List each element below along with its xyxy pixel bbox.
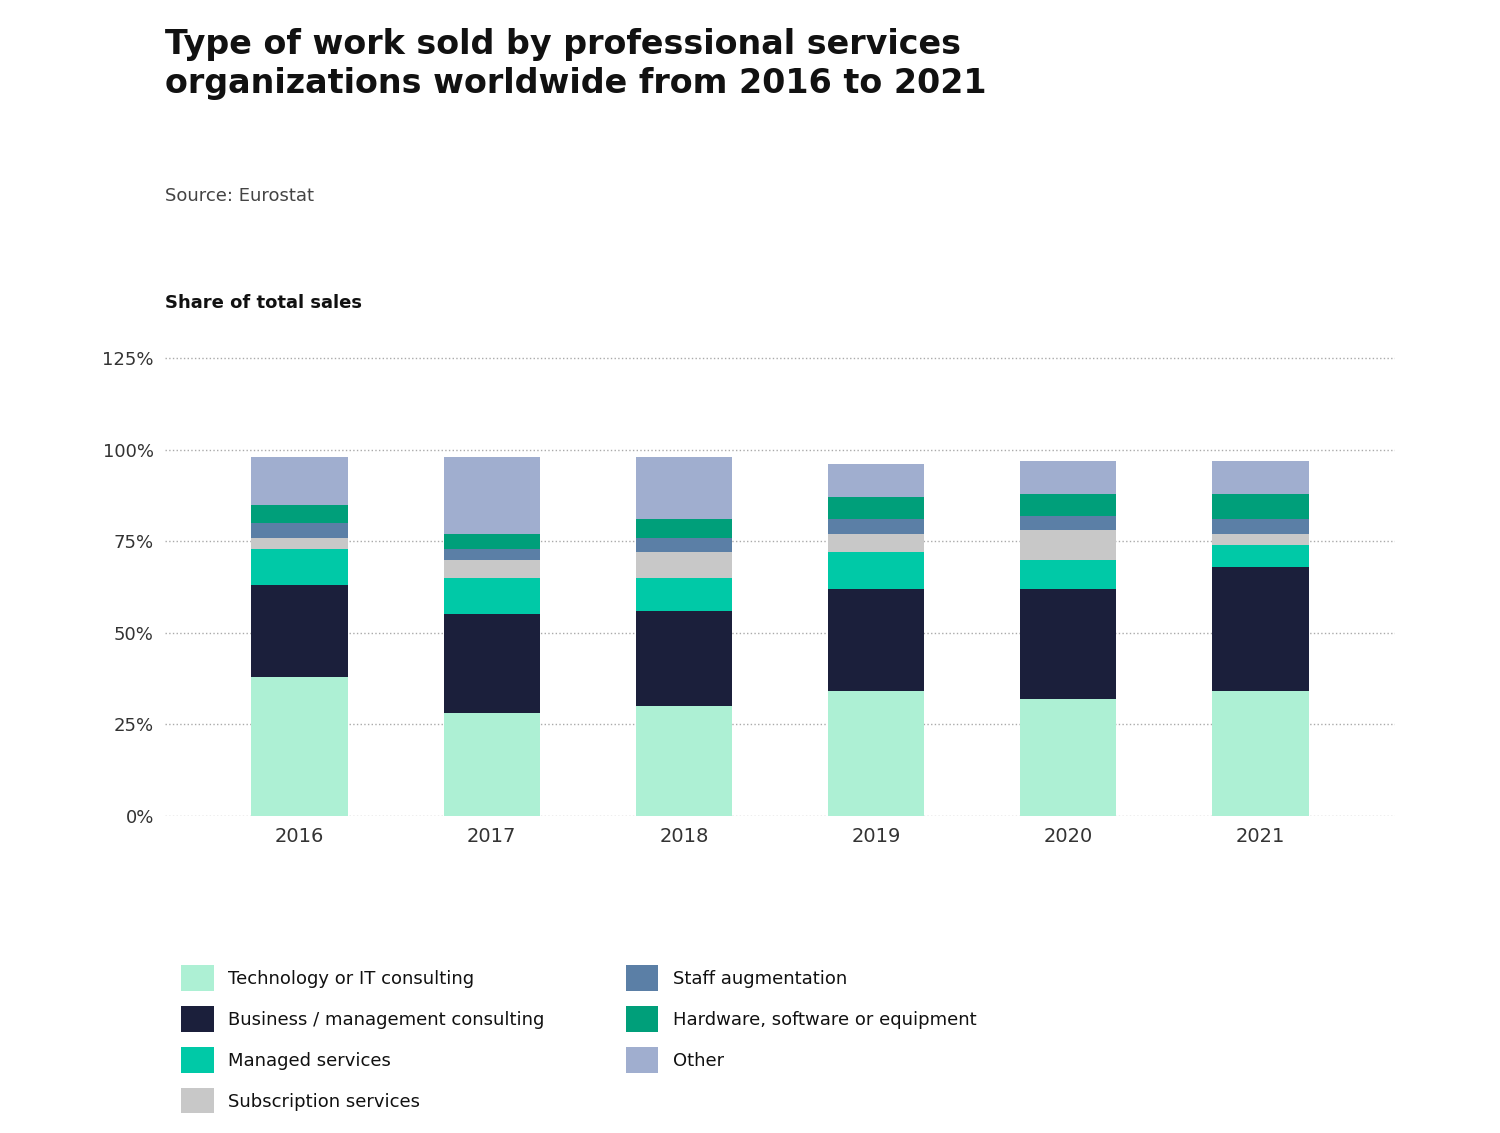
Bar [444, 534, 540, 548]
Bar [828, 534, 924, 552]
Legend: Technology or IT consulting, Business / management consulting, Managed services,: Technology or IT consulting, Business / … [174, 959, 984, 1121]
Bar [1020, 589, 1116, 699]
Bar [252, 585, 348, 676]
Bar [444, 457, 540, 534]
Bar [636, 706, 732, 816]
Bar [1020, 494, 1116, 516]
Bar [1212, 494, 1308, 519]
Bar [444, 614, 540, 714]
Bar [828, 497, 924, 519]
Text: Share of total sales: Share of total sales [165, 293, 362, 312]
Bar [252, 457, 348, 504]
Bar [1020, 461, 1116, 494]
Bar [252, 504, 348, 523]
Bar [828, 552, 924, 589]
Bar [252, 548, 348, 585]
Bar [636, 552, 732, 578]
Bar [1212, 691, 1308, 816]
Bar [1020, 699, 1116, 816]
Bar [1212, 545, 1308, 566]
Bar [444, 578, 540, 614]
Bar [828, 465, 924, 497]
Bar [444, 560, 540, 578]
Bar [252, 537, 348, 548]
Bar [636, 611, 732, 706]
Bar [828, 519, 924, 534]
Bar [252, 523, 348, 537]
Bar [636, 519, 732, 537]
Bar [1212, 566, 1308, 691]
Bar [636, 457, 732, 519]
Bar [252, 676, 348, 816]
Text: Source: Eurostat: Source: Eurostat [165, 187, 314, 205]
Bar [636, 537, 732, 552]
Bar [828, 589, 924, 691]
Bar [1212, 461, 1308, 494]
Bar [1020, 560, 1116, 589]
Bar [828, 691, 924, 816]
Bar [444, 548, 540, 560]
Bar [1020, 530, 1116, 560]
Bar [636, 578, 732, 611]
Bar [1212, 534, 1308, 545]
Bar [444, 714, 540, 816]
Bar [1020, 516, 1116, 530]
Text: Type of work sold by professional services
organizations worldwide from 2016 to : Type of work sold by professional servic… [165, 28, 987, 100]
Bar [1212, 519, 1308, 534]
